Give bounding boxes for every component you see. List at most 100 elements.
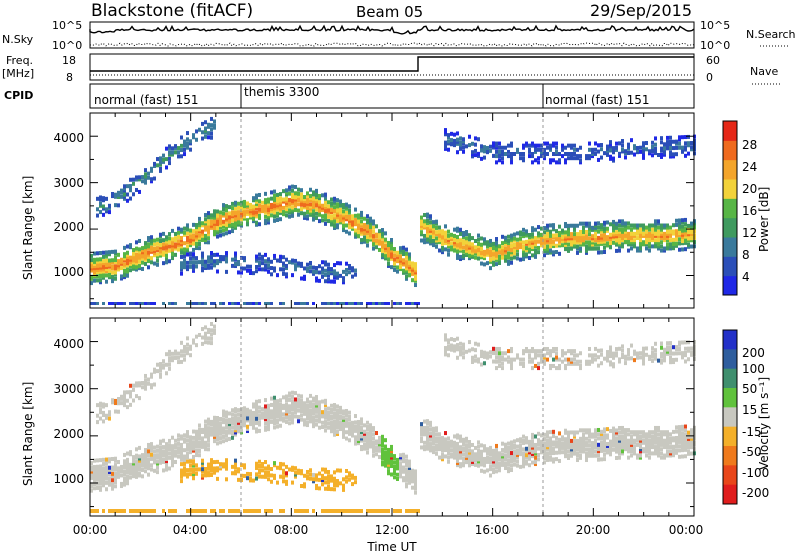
velocity-cell <box>336 415 339 420</box>
velocity-cell <box>261 413 264 418</box>
velocity-cell <box>348 438 351 443</box>
power-cell <box>204 261 207 266</box>
velocity-cell <box>171 452 174 457</box>
velocity-cell <box>111 400 114 405</box>
velocity-cell <box>120 509 123 513</box>
velocity-cell <box>444 350 447 355</box>
velocity-cell <box>276 405 279 410</box>
velocity-cell <box>393 509 396 513</box>
power-cell <box>297 202 300 207</box>
velocity-cell <box>540 441 543 446</box>
power-cell <box>387 255 390 260</box>
power-cell <box>543 246 546 251</box>
power-cell <box>471 152 474 157</box>
velocity-cell <box>204 445 207 450</box>
power-cell <box>441 239 444 244</box>
beam-title: Beam 05 <box>356 3 423 21</box>
velocity-cell <box>303 422 306 427</box>
power-cell <box>687 230 690 235</box>
power-cell <box>579 242 582 247</box>
velocity-cell <box>90 473 93 478</box>
power-cell <box>558 243 561 248</box>
velocity-cell <box>312 419 315 424</box>
power-cell <box>396 265 399 270</box>
velocity-cell <box>312 398 315 403</box>
power-cell <box>270 272 273 277</box>
velocity-cell <box>285 407 288 412</box>
power-cell <box>306 199 309 204</box>
velocity-cell <box>222 420 225 425</box>
velocity-cell <box>264 460 267 465</box>
velocity-cell <box>492 359 495 364</box>
power-cell <box>228 213 231 218</box>
velocity-cell <box>264 466 267 471</box>
velocity-cell <box>102 410 105 415</box>
power-cell <box>198 260 201 265</box>
velocity-cell <box>180 349 183 354</box>
velocity-cell <box>450 347 453 352</box>
power-cell <box>186 141 189 146</box>
power-cell <box>117 192 120 197</box>
velocity-cell <box>273 402 276 407</box>
power-cell <box>534 244 537 249</box>
velocity-cell <box>255 427 258 432</box>
power-cell <box>138 251 141 256</box>
velocity-cell <box>381 434 384 439</box>
power-cell <box>231 302 234 305</box>
power-cell <box>495 160 498 165</box>
velocity-cell <box>306 474 309 479</box>
power-cell <box>105 209 108 214</box>
power-cell <box>588 147 591 152</box>
power-cell <box>228 205 231 210</box>
velocity-cell <box>303 405 306 410</box>
velocity-cell <box>216 466 219 471</box>
power-cell <box>441 241 444 246</box>
velocity-cell <box>447 346 450 351</box>
power-cell <box>489 259 492 264</box>
power-cell <box>429 224 432 229</box>
velocity-cell <box>510 363 513 368</box>
power-cell <box>456 235 459 240</box>
power-cell <box>384 256 387 261</box>
power-cell <box>390 244 393 249</box>
velocity-cell <box>522 451 525 456</box>
velocity-cell <box>558 437 561 442</box>
power-cell <box>510 235 513 240</box>
power-cell <box>444 144 447 149</box>
velocity-cell <box>375 439 378 444</box>
power-cell <box>390 250 393 255</box>
velocity-cell <box>183 448 186 453</box>
velocity-cell <box>519 450 522 455</box>
velocity-cell <box>135 474 138 479</box>
power-cell <box>219 216 222 221</box>
velocity-cell <box>336 483 339 488</box>
power-cell <box>441 235 444 240</box>
velocity-cell <box>270 419 273 424</box>
power-cell <box>105 258 108 263</box>
power-cell <box>141 254 144 259</box>
power-cell <box>192 133 195 138</box>
velocity-cell <box>312 396 315 401</box>
velocity-cell <box>360 430 363 435</box>
velocity-cell <box>327 476 330 481</box>
power-cell <box>345 206 348 211</box>
velocity-cell <box>552 363 555 368</box>
velocity-cell <box>258 468 261 473</box>
power-cell <box>336 212 339 217</box>
velocity-cell <box>153 509 156 513</box>
velocity-cell <box>438 442 441 447</box>
power-cell <box>630 236 633 241</box>
power-cell <box>198 302 201 305</box>
velocity-cell <box>246 424 249 429</box>
power-cell <box>567 228 570 233</box>
velocity-cell <box>111 486 114 491</box>
velocity-cell <box>144 458 147 463</box>
velocity-cell <box>414 509 417 513</box>
velocity-cell <box>192 440 195 445</box>
velocity-cell <box>561 441 564 446</box>
power-cell <box>267 218 270 223</box>
velocity-cell <box>582 449 585 454</box>
power-cell <box>447 233 450 238</box>
power-cell <box>642 231 645 236</box>
velocity-cell <box>450 439 453 444</box>
